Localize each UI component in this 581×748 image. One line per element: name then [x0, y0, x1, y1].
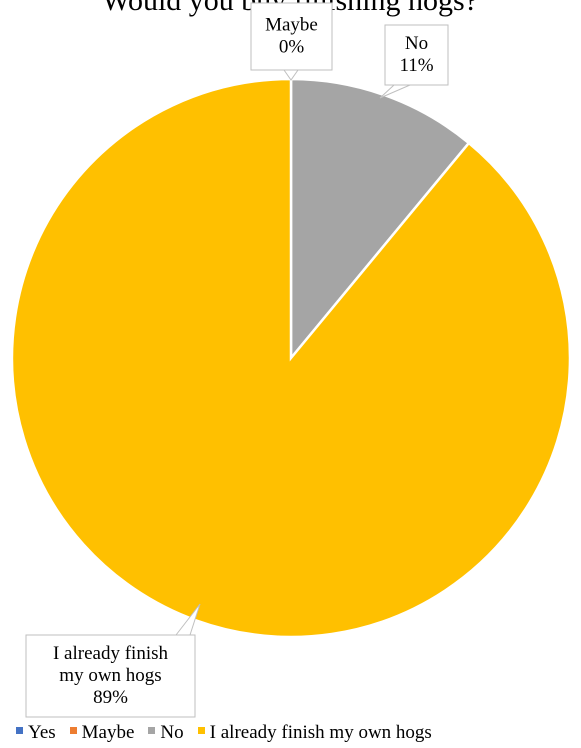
legend-swatch [148, 727, 156, 734]
pie-slice-i-already-finish-my-own-hogs [10, 77, 572, 639]
data-label-line: Maybe [265, 15, 318, 36]
data-label-line: 11% [399, 55, 433, 76]
legend-label: Maybe [81, 722, 135, 743]
pie-slices [10, 77, 572, 639]
callout-pointer [379, 84, 411, 99]
data-label-line: my own hogs [59, 665, 161, 686]
callout-box [25, 634, 196, 718]
legend-swatch [197, 727, 205, 734]
legend-swatch [16, 727, 23, 734]
legend-item-maybe: Maybe [69, 722, 135, 744]
legend-item-no: No [148, 722, 184, 744]
legend-label: I already finish my own hogs [209, 722, 432, 743]
data-label-line: No [405, 33, 428, 54]
pie-chart: Would you buy finishing hogs? Maybe0%No1… [10, 0, 572, 718]
data-label-line: 0% [279, 37, 305, 58]
data-label-line: 89% [93, 687, 128, 708]
legend-item-i-already-finish-my-own-hogs: I already finish my own hogs [197, 722, 432, 744]
callout-box [250, 2, 333, 71]
callout-box [384, 24, 449, 86]
legend-swatch [69, 727, 77, 734]
chart-legend: Yes Maybe No I already finish my own hogs [16, 722, 446, 746]
legend-label: Yes [28, 722, 56, 743]
data-label-line: I already finish [53, 643, 169, 664]
legend-label: No [160, 722, 184, 743]
legend-item-yes: Yes [16, 722, 56, 744]
